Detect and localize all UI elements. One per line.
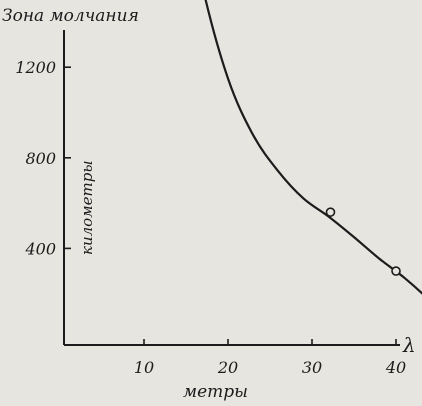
y-tick-label: 1200: [15, 58, 56, 77]
y-axis-label: километры: [78, 160, 96, 255]
y-tick-label: 400: [24, 239, 56, 258]
chart-series: [204, 0, 422, 295]
y-tick-label: 800: [25, 149, 56, 168]
chart-axes: [63, 30, 400, 346]
x-tick-label: 10: [134, 358, 154, 377]
data-point: [325, 207, 336, 217]
curve-line: [204, 0, 422, 295]
x-tick-label: 40: [385, 358, 406, 377]
data-point: [391, 266, 401, 276]
x-axis-label: метры: [183, 382, 248, 402]
x-tick-label: 30: [302, 358, 322, 377]
y-ticks: 400800120016002000: [15, 58, 71, 258]
x-axis-symbol: λ: [402, 333, 416, 357]
x-ticks: 1020304050: [134, 339, 406, 377]
x-tick-label: 20: [217, 358, 238, 377]
chart-title: Зона молчания: [2, 6, 139, 26]
